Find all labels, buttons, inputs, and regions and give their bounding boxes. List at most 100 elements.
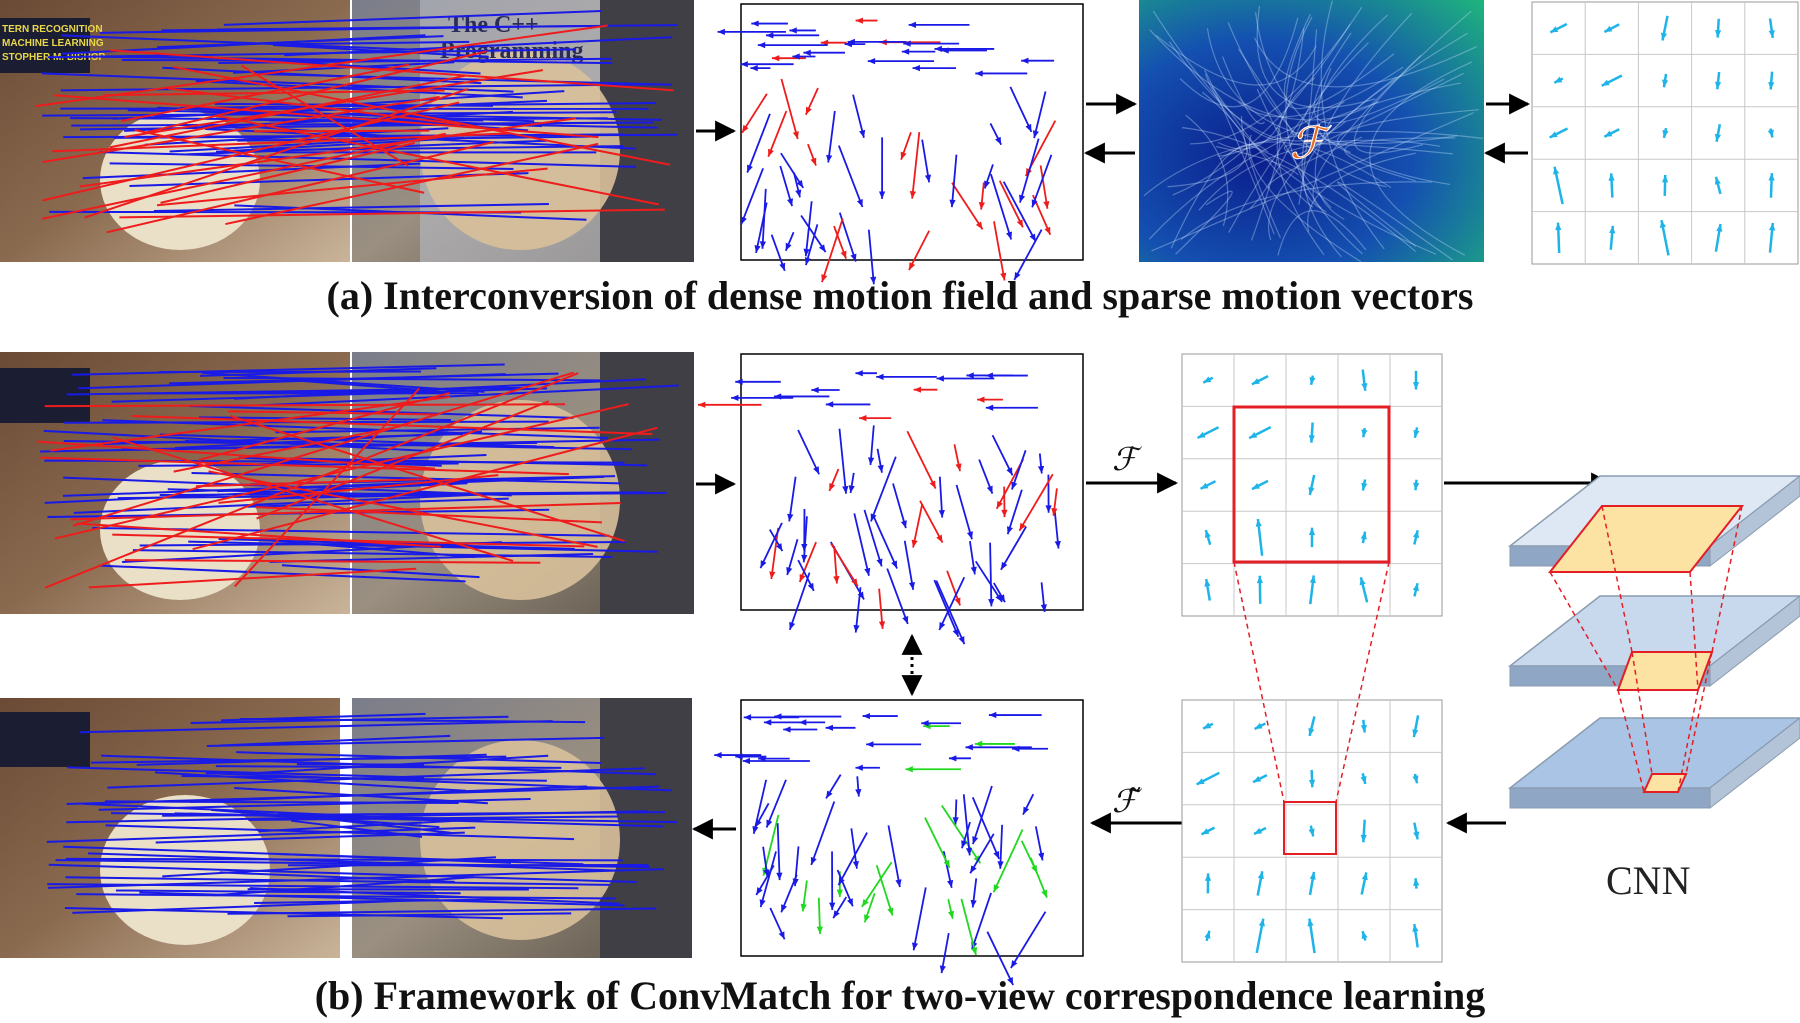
- streamline: [1249, 103, 1312, 209]
- vector-head: [905, 766, 913, 773]
- streamline: [1170, 143, 1269, 249]
- vector-head: [972, 836, 979, 845]
- vector-head: [900, 151, 907, 160]
- vector-head: [1010, 960, 1018, 969]
- outlier-line: [109, 74, 466, 149]
- inlier-line: [111, 387, 548, 403]
- vector-head: [825, 401, 834, 408]
- streamline: [1301, 14, 1388, 258]
- motion-vector: [991, 434, 1014, 476]
- sparse-motion-vectors: [717, 17, 1057, 285]
- motion-vector: [788, 476, 797, 522]
- motion-vector: [1013, 229, 1043, 281]
- vector-head: [1413, 429, 1420, 438]
- vector-head: [1309, 871, 1316, 880]
- correspondence-lines: [46, 712, 678, 920]
- vector-head: [1412, 924, 1419, 932]
- inlier-line: [41, 72, 514, 93]
- vector-head: [993, 850, 1000, 859]
- streamline: [1149, 29, 1379, 121]
- outlier-line: [225, 142, 599, 226]
- vector-head: [948, 910, 955, 919]
- motion-vector: [770, 527, 780, 580]
- vector-head: [895, 879, 902, 888]
- vector-head: [1549, 131, 1558, 138]
- vector-head: [1360, 531, 1367, 540]
- motion-vector: [972, 785, 993, 845]
- vector-head: [774, 713, 782, 720]
- pruned-vectors-panel: [714, 699, 1084, 986]
- streamline: [1256, 88, 1332, 209]
- motion-vector: [802, 516, 808, 563]
- vector-head: [1308, 435, 1315, 443]
- vector-head: [789, 621, 796, 630]
- receptive-link: [1689, 571, 1699, 691]
- vector-head: [1360, 724, 1367, 733]
- streamline: [1276, 77, 1325, 256]
- vector-head: [833, 910, 840, 919]
- sparse-motion-vectors: [697, 370, 1061, 645]
- vector-head: [870, 276, 877, 285]
- vector-head: [829, 902, 836, 911]
- vector-head: [800, 903, 807, 912]
- inlier-line: [185, 440, 632, 451]
- vector-head: [1714, 81, 1722, 90]
- inlier-line: [191, 472, 621, 485]
- vector-head: [853, 624, 860, 633]
- outlier-line: [44, 372, 579, 589]
- vector-head: [1258, 918, 1265, 927]
- streamline: [1251, 127, 1281, 241]
- vector-head: [911, 942, 919, 951]
- vector-head: [1412, 382, 1420, 390]
- inlier-line: [76, 893, 616, 900]
- streamline: [1198, 139, 1441, 211]
- inlier-line: [198, 416, 451, 421]
- vector-head: [1412, 583, 1419, 592]
- vector-head: [795, 189, 802, 198]
- streamline: [1256, 5, 1376, 109]
- inlier-line: [153, 203, 549, 213]
- outlier-line: [229, 414, 625, 542]
- vector-head: [978, 201, 985, 210]
- vector-head: [971, 947, 978, 956]
- vector-head: [825, 724, 833, 731]
- correspondence-lines: [37, 363, 679, 589]
- vector-head: [1255, 519, 1262, 527]
- vector-head: [778, 931, 785, 940]
- outlier-line: [234, 387, 420, 588]
- streamline: [1219, 141, 1392, 189]
- vector-head: [756, 887, 763, 896]
- vector-head: [779, 262, 786, 271]
- vector-head: [1659, 220, 1666, 229]
- vector-head: [1203, 722, 1212, 729]
- inlier-line: [263, 73, 672, 86]
- streamline: [1206, 28, 1458, 144]
- motion-vector: [960, 898, 977, 956]
- vector-head: [876, 558, 883, 567]
- book-left-line-1: TERN RECOGNITION: [2, 24, 103, 35]
- outlier-line: [76, 522, 441, 548]
- motion-vector: [776, 823, 781, 881]
- image-pair-b: [0, 352, 694, 614]
- inlier-line: [87, 852, 617, 872]
- vector-head: [1000, 561, 1008, 570]
- outlier-line: [157, 167, 548, 207]
- streamlines: [1143, 0, 1484, 263]
- vector-head: [988, 711, 997, 719]
- vector-head: [1361, 931, 1368, 940]
- outlier-line: [72, 371, 574, 527]
- vector-head: [1661, 174, 1669, 183]
- vector-head: [1550, 26, 1559, 33]
- streamline: [1337, 181, 1454, 261]
- vector-head: [851, 578, 858, 587]
- vector-head: [1662, 130, 1669, 138]
- motion-vector: [892, 483, 907, 529]
- vector-head: [1203, 376, 1212, 383]
- motion-vector: [838, 145, 864, 208]
- inlier-line: [61, 34, 438, 52]
- inlier-line: [65, 857, 623, 862]
- image-pair-a: The C++ Programming TERN RECOGNITION MAC…: [0, 0, 694, 262]
- streamline: [1204, 73, 1437, 255]
- vector-head: [902, 615, 909, 624]
- vector-head: [985, 372, 993, 379]
